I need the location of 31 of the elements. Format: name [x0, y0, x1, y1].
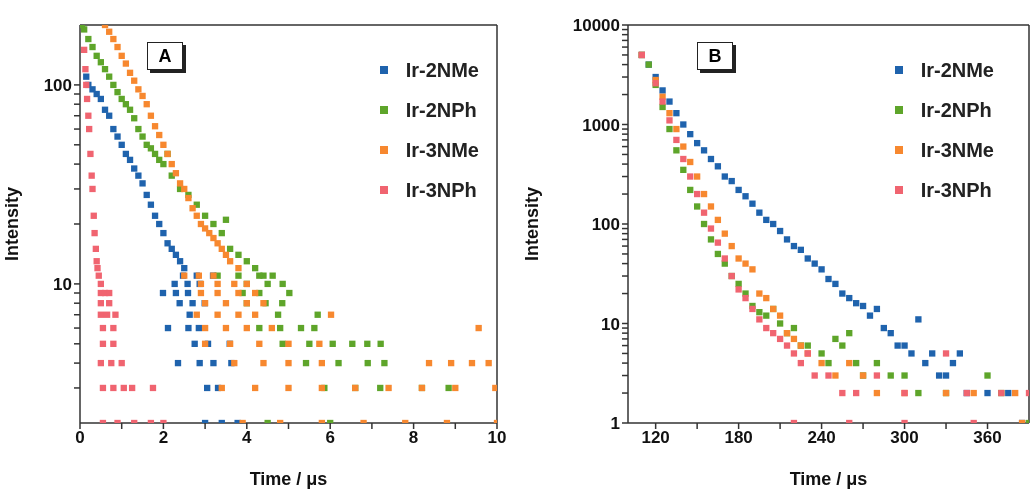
legend-label: Ir-2NMe	[405, 58, 479, 82]
x-tick-label: 2	[158, 428, 169, 448]
x-tick-label: 10	[487, 428, 507, 448]
y-tick-label: 100	[43, 75, 72, 95]
x-tick-label: 120	[641, 428, 670, 448]
y-tick-label: 10000	[572, 16, 620, 36]
x-tick-label: 0	[75, 428, 85, 448]
x-tick-label: 300	[890, 428, 919, 448]
legend-label: Ir-3NMe	[920, 138, 994, 162]
y-tick-label: 1000	[582, 115, 620, 135]
y-axis-title: Intensity	[522, 186, 543, 262]
x-tick-label: 240	[807, 428, 836, 448]
legend-label: Ir-3NMe	[405, 138, 479, 162]
label-box: B	[697, 42, 733, 70]
x-axis-title: Time / μs	[789, 469, 868, 489]
x-tick-label: 6	[325, 428, 335, 448]
legend-label: Ir-2NMe	[920, 58, 994, 82]
y-tick-label: 100	[591, 215, 620, 235]
x-axis-title: Time / μs	[249, 469, 328, 489]
y-tick-label: 1	[610, 414, 620, 434]
legend-label: Ir-3NPh	[405, 178, 477, 202]
y-axis-title: Intensity	[2, 186, 23, 262]
label-box: A	[147, 42, 183, 70]
x-tick-label: 180	[724, 428, 753, 448]
x-tick-label: 4	[242, 428, 253, 448]
y-tick-label: 10	[601, 314, 620, 334]
legend-label: Ir-2NPh	[920, 98, 992, 122]
legend-label: Ir-2NPh	[405, 98, 477, 122]
x-tick-label: 360	[973, 428, 1002, 448]
legend-label: Ir-3NPh	[920, 178, 992, 202]
x-tick-label: 8	[408, 428, 419, 448]
